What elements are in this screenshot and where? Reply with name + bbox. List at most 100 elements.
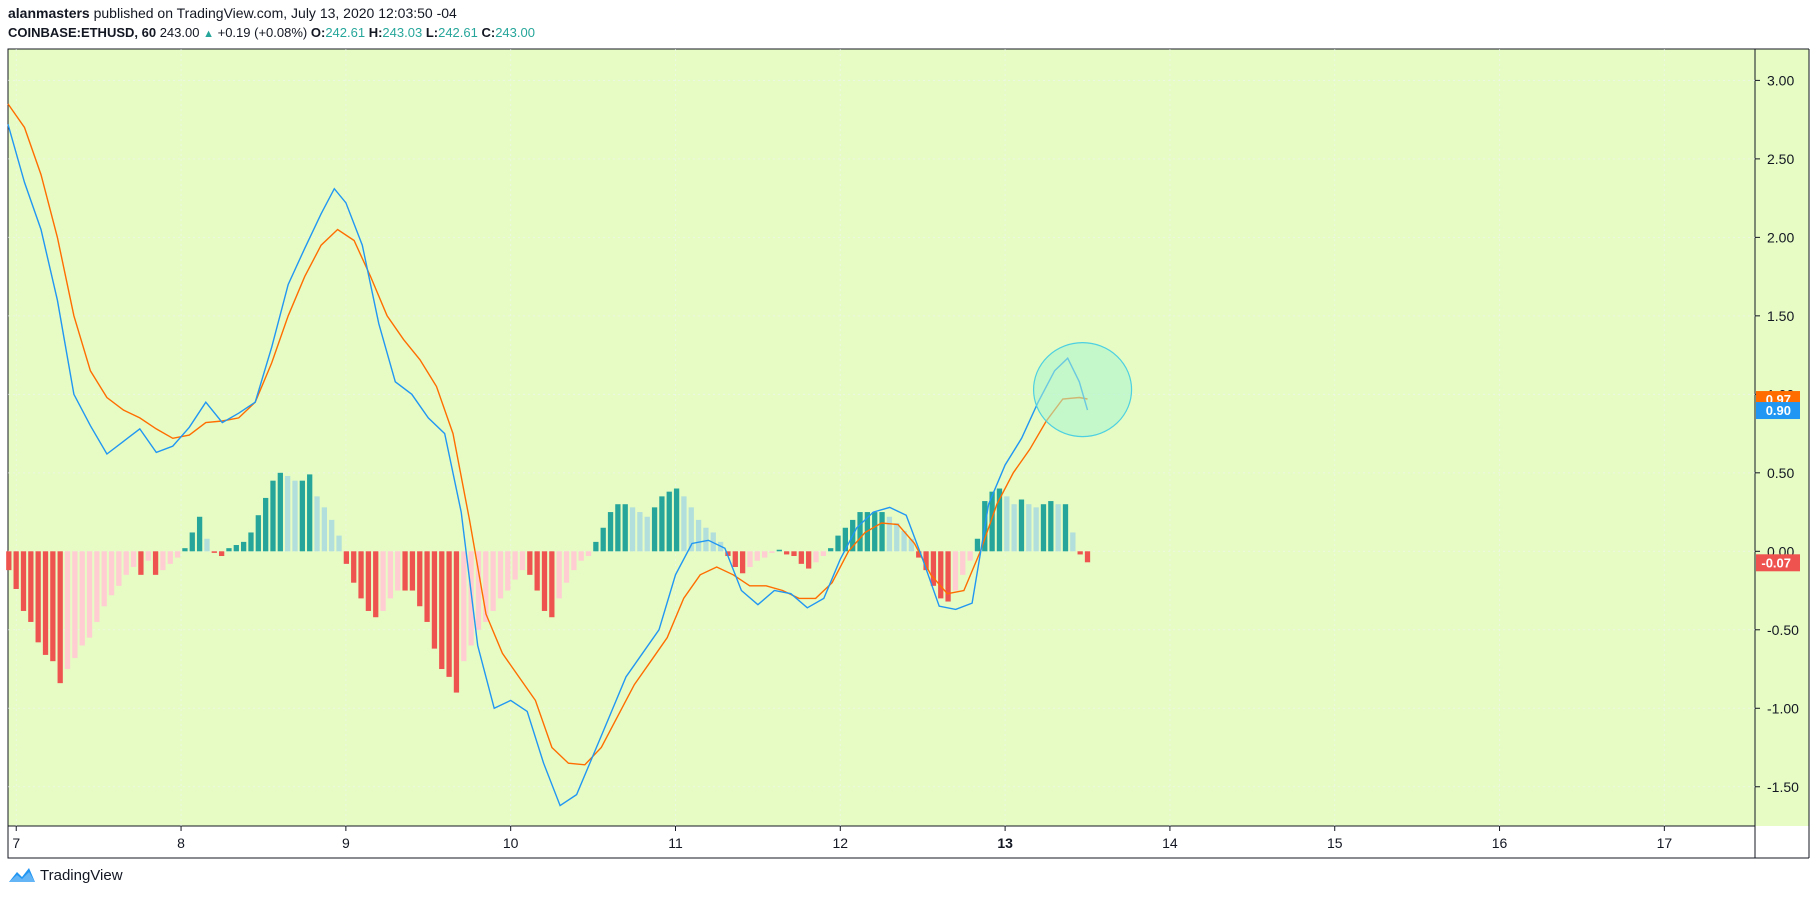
- histogram-bar[interactable]: [1070, 532, 1076, 552]
- histogram-bar[interactable]: [453, 551, 460, 693]
- histogram-bar[interactable]: [424, 551, 430, 622]
- histogram-bar[interactable]: [908, 538, 915, 552]
- histogram-bar[interactable]: [688, 507, 694, 552]
- histogram-bar[interactable]: [233, 545, 239, 552]
- histogram-bar[interactable]: [108, 551, 115, 596]
- histogram-bar[interactable]: [754, 551, 760, 561]
- histogram-bar[interactable]: [1055, 504, 1061, 552]
- histogram-bar[interactable]: [417, 551, 423, 607]
- histogram-bar[interactable]: [123, 551, 129, 575]
- histogram-bar[interactable]: [475, 551, 482, 630]
- histogram-bar[interactable]: [336, 535, 342, 552]
- histogram-bar[interactable]: [600, 527, 606, 552]
- signal-line[interactable]: [7, 103, 1088, 766]
- histogram-bar[interactable]: [145, 551, 151, 561]
- histogram-bar[interactable]: [263, 497, 269, 552]
- histogram-bar[interactable]: [923, 551, 929, 571]
- histogram-bar[interactable]: [255, 515, 261, 552]
- histogram-bar[interactable]: [930, 551, 937, 586]
- histogram-bar[interactable]: [329, 519, 335, 552]
- histogram-bar[interactable]: [872, 512, 878, 552]
- histogram-bar[interactable]: [373, 551, 379, 618]
- histogram-bar[interactable]: [28, 551, 34, 622]
- histogram-bar[interactable]: [468, 551, 474, 646]
- histogram-bar[interactable]: [1048, 501, 1054, 552]
- histogram-bar[interactable]: [563, 551, 570, 583]
- histogram-bar[interactable]: [130, 551, 137, 567]
- histogram-bar[interactable]: [35, 551, 41, 643]
- histogram-bar[interactable]: [13, 551, 19, 589]
- histogram-bar[interactable]: [1077, 551, 1083, 555]
- histogram-bar[interactable]: [248, 532, 254, 552]
- histogram-bar[interactable]: [615, 504, 621, 552]
- histogram-bar[interactable]: [666, 491, 672, 552]
- histogram-bar[interactable]: [1026, 504, 1032, 552]
- histogram-bar[interactable]: [1040, 504, 1047, 552]
- histogram-bar[interactable]: [431, 551, 438, 649]
- histogram-bar[interactable]: [673, 488, 680, 552]
- histogram-bar[interactable]: [439, 551, 445, 670]
- histogram-bar[interactable]: [226, 548, 232, 552]
- histogram-bar[interactable]: [967, 551, 973, 561]
- price-scale[interactable]: [1755, 49, 1809, 826]
- histogram-bar[interactable]: [409, 551, 416, 591]
- histogram-bar[interactable]: [1018, 499, 1025, 552]
- histogram-bar[interactable]: [732, 551, 738, 567]
- histogram-bar[interactable]: [94, 551, 100, 622]
- histogram-bar[interactable]: [769, 551, 775, 553]
- histogram-bar[interactable]: [761, 551, 768, 558]
- histogram-bar[interactable]: [160, 551, 166, 571]
- histogram-bar[interactable]: [739, 551, 746, 574]
- histogram-bar[interactable]: [196, 516, 203, 552]
- histogram-bar[interactable]: [549, 551, 555, 618]
- symbol[interactable]: COINBASE:ETHUSD, 60: [8, 25, 157, 40]
- histogram-bar[interactable]: [343, 551, 350, 564]
- histogram-bar[interactable]: [637, 512, 643, 552]
- histogram-bar[interactable]: [358, 551, 364, 599]
- histogram-bar[interactable]: [791, 551, 797, 557]
- histogram-bar[interactable]: [101, 551, 107, 607]
- histogram-bar[interactable]: [204, 538, 210, 552]
- plot-area[interactable]: [7, 48, 1756, 827]
- histogram-bar[interactable]: [395, 551, 401, 591]
- histogram-bar[interactable]: [285, 475, 291, 552]
- histogram-bar[interactable]: [703, 527, 709, 552]
- histogram-bar[interactable]: [629, 507, 636, 552]
- histogram-bar[interactable]: [784, 551, 790, 555]
- histogram-bar[interactable]: [571, 551, 577, 571]
- histogram-bar[interactable]: [747, 551, 753, 567]
- histogram-bar[interactable]: [798, 551, 804, 564]
- histogram-bar[interactable]: [446, 551, 452, 677]
- histogram-bar[interactable]: [116, 551, 122, 586]
- histogram-bar[interactable]: [57, 551, 63, 684]
- histogram-bar[interactable]: [299, 480, 305, 552]
- histogram-bar[interactable]: [167, 551, 173, 564]
- histogram-bar[interactable]: [607, 512, 614, 552]
- histogram-bar[interactable]: [681, 496, 687, 552]
- histogram-bar[interactable]: [314, 496, 320, 552]
- histogram-bar[interactable]: [556, 551, 562, 599]
- histogram-bar[interactable]: [512, 551, 518, 580]
- histogram-bar[interactable]: [189, 532, 195, 552]
- histogram-bar[interactable]: [952, 551, 959, 591]
- histogram-bar[interactable]: [879, 512, 885, 552]
- histogram-bar[interactable]: [380, 551, 386, 611]
- histogram-bar[interactable]: [86, 551, 93, 638]
- histogram-bar[interactable]: [1011, 504, 1017, 552]
- histogram-bar[interactable]: [725, 551, 731, 557]
- histogram-bar[interactable]: [505, 551, 511, 591]
- histogram-bar[interactable]: [152, 551, 159, 575]
- histogram-bar[interactable]: [835, 535, 841, 552]
- histogram-bar[interactable]: [211, 551, 217, 553]
- histogram-bar[interactable]: [174, 551, 181, 558]
- histogram-bar[interactable]: [218, 551, 225, 557]
- histogram-bar[interactable]: [828, 548, 834, 552]
- histogram-bar[interactable]: [351, 551, 357, 583]
- footer-brand[interactable]: TradingView: [8, 866, 123, 884]
- histogram-bar[interactable]: [1084, 551, 1091, 563]
- histogram-bar[interactable]: [1004, 496, 1010, 552]
- histogram-bar[interactable]: [307, 474, 313, 552]
- histogram-bar[interactable]: [461, 551, 467, 662]
- histogram-bar[interactable]: [292, 480, 298, 552]
